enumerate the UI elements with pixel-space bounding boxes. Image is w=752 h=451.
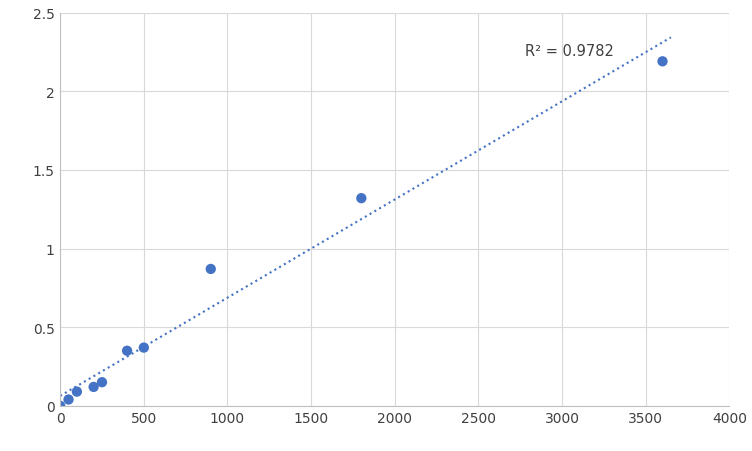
Point [355,195,367,202]
Point [205,266,217,273]
Point [54,402,66,410]
Point [71,388,83,396]
Point [96,379,108,386]
Point [138,344,150,351]
Text: R² = 0.9782: R² = 0.9782 [526,44,614,59]
Point [87,383,99,391]
Point [656,59,669,66]
Point [62,396,74,403]
Point [121,347,133,354]
